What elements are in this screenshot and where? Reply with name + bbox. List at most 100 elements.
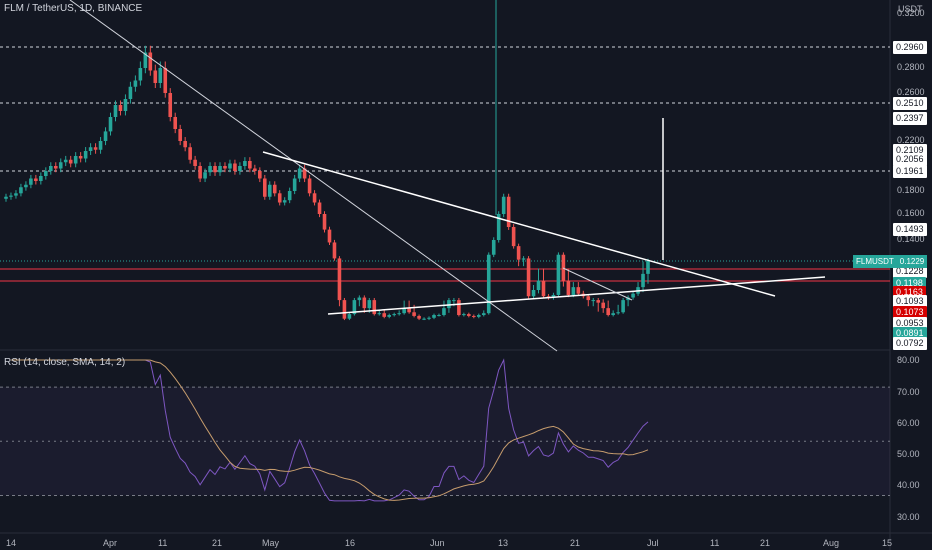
candle-body (233, 163, 237, 171)
candle-body (501, 196, 506, 214)
candle-body (203, 172, 207, 179)
candle-body (193, 159, 197, 166)
candle-body (397, 313, 401, 315)
price-tag: 0.1093 (893, 295, 927, 308)
candle-body (472, 315, 476, 317)
price-tag: 0.2960 (893, 41, 927, 54)
candle-body (19, 187, 23, 194)
candle-body (641, 273, 645, 288)
symbol-tag-symbol: FLMUSDT (856, 257, 894, 266)
candle-body (467, 314, 471, 316)
candle-body (352, 300, 357, 315)
candle-body (83, 151, 88, 159)
rsi-title[interactable]: RSI (14, close, SMA, 14, 2) (4, 357, 126, 368)
candle-body (292, 178, 297, 191)
trendline-long-descending (69, 0, 558, 352)
candle-body (48, 166, 53, 171)
candle-body (322, 214, 327, 230)
candle-body (442, 308, 446, 316)
candle-body (267, 184, 272, 197)
candle-body (312, 193, 317, 203)
candle-body (437, 315, 441, 317)
price-tag: 0.1073 (893, 306, 927, 319)
price-axis-label: 0.2800 (897, 62, 925, 72)
price-tag: 0.2056 (893, 153, 927, 166)
candle-body (392, 314, 396, 316)
candle-body (596, 300, 601, 303)
price-axis-label: 0.1400 (897, 234, 925, 244)
candle-body (526, 258, 531, 297)
trendlines[interactable] (69, 0, 826, 352)
rsi-axis-label: 70.00 (897, 387, 920, 397)
time-axis-label: 11 (158, 538, 168, 548)
candle-body (576, 287, 581, 294)
candle-body (188, 147, 192, 160)
candle-body (173, 117, 178, 129)
candle-body (108, 117, 113, 132)
price-tag: 0.2397 (893, 112, 927, 125)
time-axis-label: 13 (498, 538, 509, 548)
candle-body (133, 80, 138, 87)
candle-body (73, 156, 78, 164)
candle-body (29, 178, 33, 185)
candle-body (417, 315, 421, 319)
time-axis-label: Jul (647, 538, 659, 548)
time-axis-label: 21 (760, 538, 771, 548)
candle-body (58, 162, 63, 169)
symbol-title[interactable]: FLM / TetherUS, 1D, BINANCE (4, 3, 143, 14)
time-axis-label: 14 (6, 538, 17, 548)
candle-body (626, 297, 630, 301)
candle-body (198, 166, 202, 179)
candle-body (586, 296, 591, 301)
candle-body (68, 159, 73, 164)
candle-body (123, 99, 128, 111)
candle-body (536, 280, 541, 290)
candle-body (457, 300, 461, 316)
time-axis-label: 15 (882, 538, 893, 548)
candle-body (551, 294, 556, 298)
candle-body (531, 290, 536, 297)
candle-body (407, 308, 411, 313)
candle-body (63, 159, 68, 163)
candle-body (103, 131, 108, 141)
candle-body (128, 86, 133, 99)
price-tag: 0.1228 (893, 265, 927, 278)
candle-body (372, 300, 377, 315)
candle-body (34, 178, 38, 181)
time-axis-label: 21 (212, 538, 223, 548)
candle-body (402, 308, 406, 314)
candle-body (78, 156, 83, 159)
candle-body (44, 171, 48, 176)
price-tag: 0.1493 (893, 223, 927, 236)
candle-body (566, 280, 571, 295)
candle-body (163, 68, 168, 93)
candle-body (422, 318, 426, 320)
candle-body (168, 93, 173, 117)
candle-body (452, 300, 456, 302)
candle-body (362, 297, 367, 309)
price-axis-label: 0.2200 (897, 135, 925, 145)
time-axis-label: Apr (103, 538, 118, 548)
candle-body (158, 68, 163, 83)
candle-body (606, 308, 610, 316)
candle-body (462, 314, 466, 316)
candle-body (282, 200, 287, 203)
candle-body (412, 312, 416, 316)
trendline-lower (327, 276, 826, 315)
time-axis-label: 21 (570, 538, 581, 548)
candle-body (516, 246, 521, 260)
candle-body (347, 314, 352, 319)
candle-body (367, 300, 372, 309)
rsi-axis-label: 40.00 (897, 480, 920, 490)
candle-body (611, 313, 615, 316)
price-tag: 0.2510 (893, 97, 927, 110)
candle-body (332, 242, 337, 259)
candle-body (113, 105, 118, 117)
rsi-axis-label: 60.00 (897, 418, 920, 428)
candle-body (297, 168, 302, 179)
trendline-upper (262, 151, 776, 297)
candle-body (616, 312, 620, 314)
